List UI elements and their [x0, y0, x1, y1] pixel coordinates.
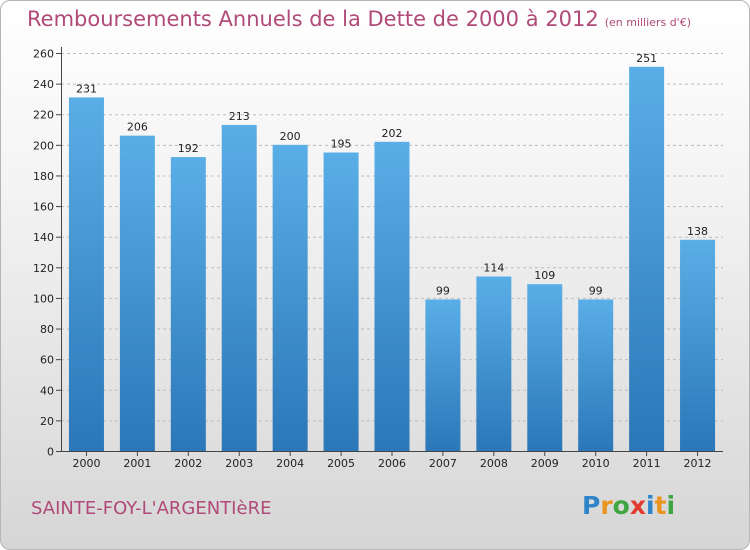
bar — [374, 141, 410, 452]
logo-letter: P — [582, 491, 601, 520]
bar-value-label: 114 — [483, 261, 504, 274]
x-tick-label: 2009 — [531, 457, 559, 470]
y-tick-label: 240 — [33, 78, 54, 91]
commune-name: SAINTE-FOY-L'ARGENTIèRE — [31, 498, 272, 519]
proxiti-logo: Proxiti — [582, 491, 675, 520]
axes: 0 20 40 60 80 100 120 140 160 180 200 220 240 260 2000… — [33, 47, 723, 470]
bar-value-label: 231 — [76, 82, 97, 95]
bar-value-label: 99 — [436, 284, 450, 297]
bar — [68, 97, 104, 452]
y-tick-label: 140 — [33, 231, 54, 244]
bar — [629, 66, 665, 452]
bar-value-label: 99 — [589, 284, 603, 297]
x-tick-label: 2011 — [633, 457, 661, 470]
y-tick-label: 120 — [33, 262, 54, 275]
bar-value-label: 138 — [687, 225, 708, 238]
logo-letter: i — [666, 491, 676, 520]
y-tick-label: 60 — [40, 354, 54, 367]
bar — [221, 124, 257, 451]
y-tick-label: 200 — [33, 139, 54, 152]
y-tick-label: 0 — [47, 446, 54, 459]
y-tick-label: 180 — [33, 170, 54, 183]
bar-value-label: 109 — [534, 269, 555, 282]
bar-value-label: 202 — [382, 127, 403, 140]
y-tick-label: 80 — [40, 323, 54, 336]
chart-title: Remboursements Annuels de la Dette de 20… — [27, 7, 691, 31]
y-tick-label: 100 — [33, 292, 54, 305]
x-tick-label: 2012 — [684, 457, 712, 470]
bar — [680, 239, 716, 451]
bar-value-label: 192 — [178, 142, 199, 155]
logo-letter: t — [654, 491, 667, 520]
bar — [578, 299, 614, 451]
y-tick-label: 20 — [40, 415, 54, 428]
y-tick-label: 160 — [33, 201, 54, 214]
bar — [425, 299, 461, 451]
y-tick-label: 260 — [33, 48, 54, 61]
bar-value-label: 206 — [127, 121, 148, 134]
bar — [119, 135, 155, 451]
bar-value-label: 200 — [280, 130, 301, 143]
x-tick-label: 2008 — [480, 457, 508, 470]
x-tick-label: 2001 — [123, 457, 151, 470]
x-tick-label: 2007 — [429, 457, 457, 470]
bar-value-label: 251 — [636, 52, 657, 65]
bar — [476, 276, 512, 451]
x-tick-label: 2002 — [174, 457, 202, 470]
logo-letter: r — [600, 491, 613, 520]
x-tick-label: 2006 — [378, 457, 406, 470]
x-tick-label: 2000 — [72, 457, 100, 470]
bar — [272, 144, 308, 451]
y-tick-label: 220 — [33, 109, 54, 122]
y-tick-label: 40 — [40, 384, 54, 397]
logo-letter: i — [646, 491, 655, 520]
logo-letter: o — [612, 491, 630, 520]
bar — [170, 157, 206, 452]
bar — [527, 284, 563, 451]
x-tick-label: 2004 — [276, 457, 304, 470]
logo-letter: x — [629, 491, 646, 520]
x-tick-label: 2010 — [582, 457, 610, 470]
bar-value-label: 213 — [229, 110, 250, 123]
x-tick-label: 2005 — [327, 457, 355, 470]
chart-title-text: Remboursements Annuels de la Dette de 20… — [27, 7, 599, 31]
bar — [323, 152, 359, 451]
bars: 231 206 192 213 200 195 202 99 114 109 99 251 138 — [68, 52, 716, 452]
chart-subtitle: (en milliers d'€) — [604, 16, 691, 29]
bar-value-label: 195 — [331, 138, 352, 151]
x-tick-label: 2003 — [225, 457, 253, 470]
